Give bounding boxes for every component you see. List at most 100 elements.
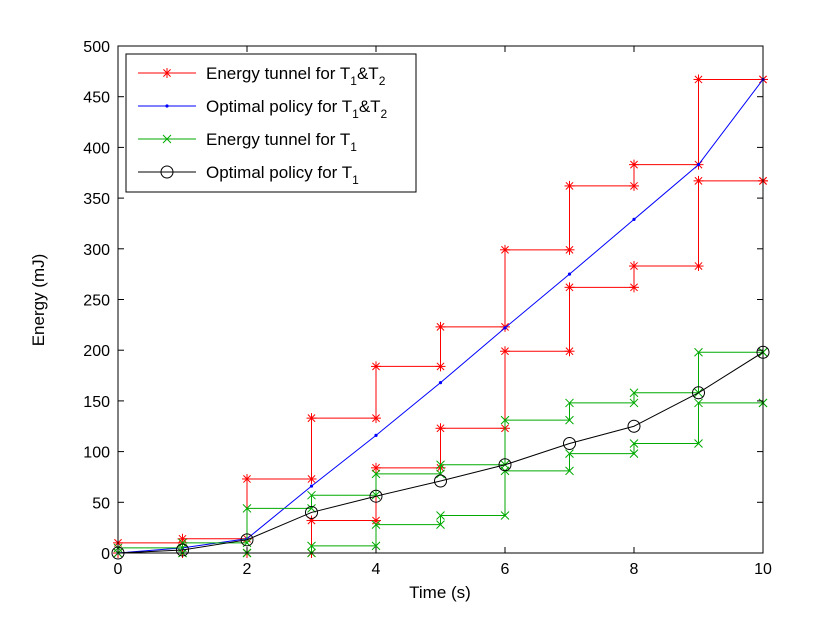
series-1-point-4-prev	[371, 515, 381, 526]
series-1-point-9	[693, 175, 704, 186]
series-2-point-7	[567, 272, 572, 276]
series-5-point-2	[240, 533, 254, 547]
series-0-point-1	[177, 533, 188, 544]
series-0-point-4-prev	[371, 413, 381, 424]
y-tick-label: 250	[83, 293, 110, 310]
y-axis-label: Energy (mJ)	[29, 254, 48, 347]
series-4-point-7-prev	[565, 466, 574, 476]
y-tick-label: 300	[83, 242, 110, 259]
series-0-point-8-prev	[629, 180, 639, 191]
series-0-point-6	[500, 244, 510, 255]
x-tick-label: 2	[243, 561, 252, 578]
series-3-point-4	[371, 469, 381, 479]
series-3-point-8-prev	[629, 398, 639, 408]
series-5-point-1	[176, 543, 189, 557]
series-3-point-2	[242, 504, 252, 513]
series-3-point-9	[694, 347, 703, 357]
series-0-point-5	[435, 321, 446, 332]
x-axis-label: Time (s)	[409, 583, 471, 602]
series-0-point-3	[306, 413, 317, 424]
legend-entry-2: Energy tunnel for T1	[138, 130, 357, 154]
legend-entry-0: Energy tunnel for T1&T2	[138, 64, 386, 88]
series-4-point-3	[307, 541, 316, 551]
series-4-point-5-prev	[436, 520, 445, 529]
y-tick-label: 450	[83, 90, 110, 107]
series-2-point-9	[696, 163, 701, 167]
series-line-5	[117, 351, 764, 554]
y-tick-label: 400	[83, 140, 110, 157]
series-0-point-7	[564, 180, 575, 191]
legend-entry-3: Optimal policy for T1	[138, 163, 359, 187]
series-2-point-8	[632, 217, 636, 221]
y-tick-label: 150	[83, 394, 110, 411]
y-tick-label: 0	[101, 546, 110, 563]
y-tick-label: 50	[92, 495, 110, 512]
series-3-point-3	[307, 490, 316, 500]
series-1-point-9-prev	[693, 261, 704, 272]
legend-label-1: Optimal policy for T1&T2	[206, 97, 388, 121]
legend-marker-3	[160, 165, 174, 179]
series-5-point-8	[627, 419, 641, 433]
legend-marker-0	[162, 68, 172, 78]
series-1-point-5	[435, 423, 446, 434]
y-tick-label: 200	[83, 343, 110, 360]
series-5-point-4	[369, 489, 383, 503]
y-tick-label: 500	[83, 39, 110, 56]
legend-box	[125, 53, 417, 193]
series-0-point-2	[242, 473, 252, 484]
series-3-point-4-prev	[371, 490, 381, 500]
y-tick-label: 350	[83, 191, 110, 208]
series-2-point-4	[374, 433, 378, 437]
x-tick-label: 4	[372, 561, 381, 578]
series-1-point-8	[629, 261, 639, 272]
legend-entry-1: Optimal policy for T1&T2	[138, 97, 388, 121]
series-2-point-5	[438, 381, 443, 385]
y-tick-label: 100	[83, 445, 110, 462]
series-0-point-8	[629, 159, 639, 170]
series-3-point-7	[565, 398, 574, 408]
series-4-point-9-prev	[694, 439, 703, 448]
series-2-point-3	[309, 484, 314, 488]
series-4-point-8-prev	[629, 449, 639, 458]
legend-marker-2	[162, 134, 172, 144]
series-4-point-7	[565, 449, 574, 458]
series-3-point-7-prev	[565, 415, 574, 425]
legend-label-2: Energy tunnel for T1	[206, 130, 357, 154]
series-3-point-5	[436, 460, 445, 470]
series-4-point-4-prev	[371, 541, 381, 551]
series-3-point-3-prev	[307, 504, 316, 513]
legend-label-3: Optimal policy for T1	[206, 163, 359, 187]
x-tick-label: 0	[114, 561, 123, 578]
series-5-point-7	[563, 436, 576, 450]
series-4-point-8	[629, 439, 639, 448]
x-tick-label: 6	[501, 561, 510, 578]
series-line-3	[118, 351, 763, 549]
legend-marker-1	[165, 104, 169, 108]
series-5-point-5	[434, 474, 447, 488]
x-tick-label: 8	[630, 561, 639, 578]
legend-label-0: Energy tunnel for T1&T2	[206, 64, 386, 88]
x-tick-label: 10	[754, 561, 772, 578]
series-0-point-9	[693, 74, 704, 85]
series-0-point-3-prev	[306, 473, 317, 484]
series-1-point-6	[500, 346, 510, 357]
legend: Energy tunnel for T1&T2 Optimal policy fo…	[125, 53, 417, 193]
series-4-point-6-prev	[500, 511, 510, 520]
series-1-point-7	[564, 282, 575, 293]
series-0-point-7-prev	[564, 244, 575, 255]
series-1-point-7-prev	[564, 346, 575, 357]
series-5-point-6	[498, 458, 512, 472]
series-3-point-8	[629, 388, 639, 398]
series-5-point-3	[305, 505, 318, 519]
series-4-point-4	[371, 520, 381, 529]
series-3-point-6	[500, 415, 510, 425]
series-1-point-4	[371, 462, 381, 473]
series-0-point-4	[371, 361, 381, 372]
series-3-point-1	[178, 538, 187, 548]
series-0-point-5-prev	[435, 361, 446, 372]
series-3-point-5-prev	[436, 469, 445, 479]
series-4-point-9	[694, 398, 703, 408]
series-5-point-9	[692, 386, 705, 400]
